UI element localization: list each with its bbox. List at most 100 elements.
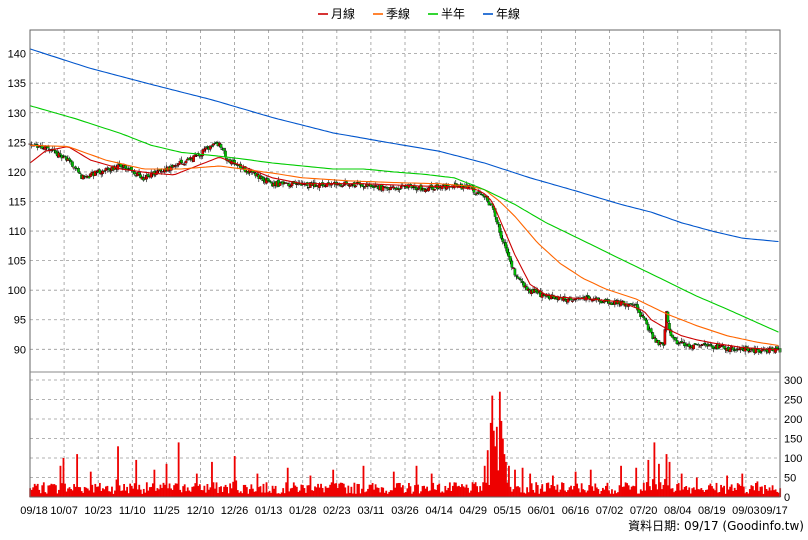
candle-body	[180, 159, 183, 163]
volume-bar	[406, 488, 409, 497]
candle-body	[566, 298, 570, 303]
volume-bar	[574, 471, 577, 497]
volume-bar	[351, 493, 354, 497]
volume-bar	[300, 484, 303, 497]
volume-bar	[509, 486, 512, 497]
candle-body	[684, 344, 688, 347]
volume-bar	[355, 493, 357, 497]
volume-bar	[592, 490, 595, 497]
volume-bar	[462, 486, 465, 497]
volume-bar	[179, 489, 182, 497]
candle-body	[77, 168, 80, 173]
volume-bar	[127, 493, 130, 497]
volume-bar	[464, 487, 466, 497]
candle-body	[389, 186, 392, 191]
volume-bar	[118, 485, 121, 497]
candle-body	[643, 318, 647, 321]
candle-body	[101, 170, 105, 174]
volume-bar	[55, 485, 57, 497]
volume-bar	[630, 486, 633, 497]
volume-bar	[373, 489, 375, 497]
volume-bar	[477, 492, 480, 497]
volume-bar	[85, 487, 88, 497]
volume-bar	[495, 426, 498, 497]
volume-bar	[133, 483, 136, 497]
candle-body	[37, 146, 41, 148]
candle-body	[210, 145, 214, 147]
volume-bar	[48, 485, 51, 497]
volume-bar	[291, 487, 294, 497]
volume-tick-label: 100	[784, 453, 802, 465]
volume-bar	[123, 484, 125, 497]
volume-bar	[414, 485, 416, 497]
volume-bar	[58, 489, 60, 497]
volume-bar	[401, 485, 404, 497]
volume-bar	[221, 491, 224, 497]
volume-bar	[264, 492, 266, 497]
volume-bar	[323, 492, 325, 497]
volume-bar	[527, 492, 530, 497]
candle-body	[61, 156, 65, 158]
volume-bar	[633, 486, 636, 497]
volume-bar	[215, 482, 218, 497]
volume-bar	[570, 485, 572, 497]
candle-body	[607, 299, 611, 304]
candle-body	[121, 167, 124, 169]
candle-body	[104, 168, 108, 171]
date-tick-label: 10/07	[50, 505, 78, 517]
candle-body	[721, 345, 724, 347]
volume-bar	[233, 456, 236, 497]
volume-bar	[626, 483, 629, 497]
volume-bar	[408, 482, 410, 497]
volume-bar	[436, 484, 439, 497]
ma-line	[29, 144, 779, 347]
volume-bar	[139, 489, 142, 497]
volume-bar	[409, 486, 412, 497]
volume-bar	[220, 486, 222, 497]
volume-bar	[268, 490, 271, 497]
candle-body	[513, 268, 517, 276]
candle-body	[758, 350, 762, 353]
volume-bar	[314, 486, 316, 497]
candle-body	[413, 185, 417, 188]
price-tick-label: 105	[8, 256, 26, 268]
volume-bar	[317, 483, 319, 497]
volume-bar	[161, 487, 163, 497]
volume-bar	[718, 491, 721, 497]
volume-bar	[64, 483, 66, 497]
candle-body	[508, 256, 512, 262]
volume-bar	[151, 483, 154, 497]
volume-bar	[618, 485, 621, 497]
volume-bar	[724, 493, 727, 497]
volume-bar	[276, 493, 279, 497]
volume-bar	[561, 482, 563, 497]
volume-bar	[465, 484, 468, 497]
volume-bar	[321, 487, 324, 497]
volume-bar	[285, 482, 288, 497]
candle-body	[78, 172, 82, 174]
volume-bar	[218, 487, 221, 497]
volume-bar	[456, 486, 459, 497]
volume-bar	[494, 446, 497, 497]
plot-frame	[29, 29, 781, 498]
date-tick-label: 07/20	[630, 505, 658, 517]
price-tick-label: 120	[8, 167, 26, 179]
volume-bar	[644, 490, 647, 497]
date-tick-label: 06/16	[562, 505, 590, 517]
volume-bar	[368, 484, 371, 497]
volume-bar	[189, 491, 192, 497]
candle-body	[71, 161, 74, 167]
volume-bar	[742, 486, 745, 497]
volume-bar	[311, 490, 313, 497]
volume-bar	[489, 422, 492, 497]
candle-body	[774, 347, 777, 353]
volume-bar	[332, 469, 335, 497]
volume-bar	[771, 485, 774, 497]
volume-bar	[639, 489, 642, 497]
volume-bar	[94, 483, 97, 497]
candle-body	[445, 185, 449, 190]
volume-bar	[162, 482, 165, 497]
price-tick-label: 125	[8, 137, 26, 149]
candle-body	[224, 150, 227, 158]
volume-bar	[255, 491, 257, 497]
